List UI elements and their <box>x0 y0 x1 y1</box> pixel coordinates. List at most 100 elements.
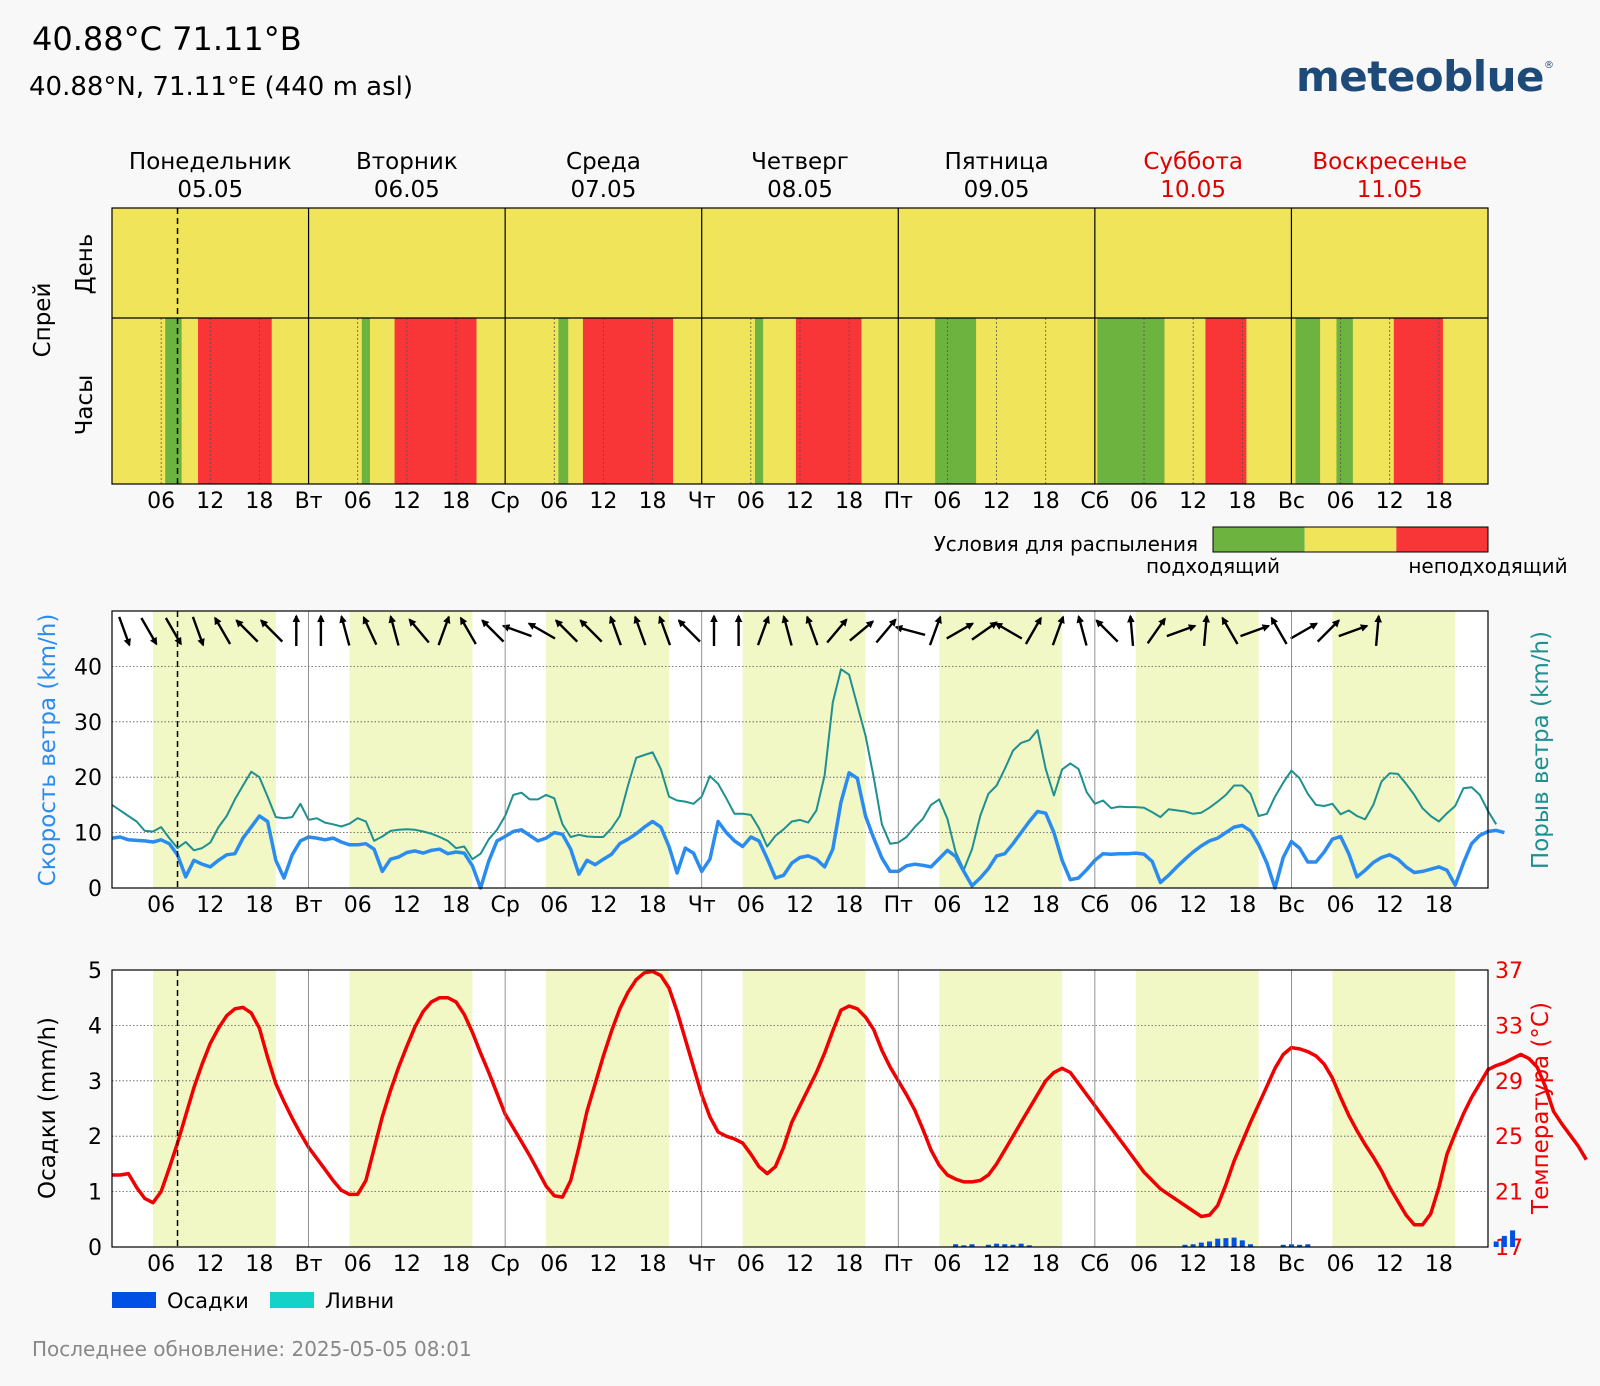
wind-daylight-band <box>742 611 866 888</box>
wind-direction-arrow <box>1095 619 1119 643</box>
precip-bar <box>1018 1243 1024 1247</box>
precip-bar <box>1002 1244 1008 1247</box>
spray-hour-segment-4 <box>558 318 569 484</box>
wind-day-abbr-3: Чт <box>688 893 716 918</box>
wind-hour-tick-1-18: 18 <box>442 893 470 918</box>
temp-day-abbr-3: Чт <box>688 1252 716 1277</box>
precip-bar <box>1010 1244 1016 1247</box>
temp-hour-tick-0-18: 18 <box>245 1252 273 1277</box>
temp-daylight-band <box>742 970 866 1247</box>
spray-hour-tick-0-18: 18 <box>245 489 273 514</box>
precip-bar <box>1280 1244 1286 1247</box>
wind-day-abbr-5: Сб <box>1080 893 1109 918</box>
wind-direction-arrow <box>928 615 942 646</box>
spray-day-abbr-3: Чт <box>688 489 716 514</box>
spray-hour-segment-5 <box>582 318 674 484</box>
temp-hour-tick-3-06: 06 <box>737 1252 765 1277</box>
spray-legend-swatch-neutral <box>1304 527 1397 552</box>
temp-daylight-band <box>1332 970 1456 1247</box>
spray-hour-tick-0-12: 12 <box>196 489 224 514</box>
wind-hour-tick-2-06: 06 <box>540 893 568 918</box>
spray-hour-segment-13 <box>1393 318 1443 484</box>
precip-y-tick-3: 3 <box>88 1070 102 1095</box>
wind-direction-arrow <box>994 622 1023 640</box>
wind-y-tick-40: 40 <box>74 655 102 680</box>
wind-hour-tick-6-12: 12 <box>1376 893 1404 918</box>
spray-hour-tick-4-18: 18 <box>1032 489 1060 514</box>
temp-daylight-band <box>939 970 1063 1247</box>
temp-hour-tick-2-06: 06 <box>540 1252 568 1277</box>
spray-hour-tick-6-18: 18 <box>1425 489 1453 514</box>
temp-y-tick-33: 33 <box>1495 1014 1523 1039</box>
precip-bar <box>1215 1238 1221 1247</box>
wind-direction-arrow <box>118 616 131 647</box>
temp-daylight-band <box>349 970 473 1247</box>
spray-legend-swatch-suitable <box>1213 527 1305 552</box>
spray-legend-title: Условия для распыления <box>934 532 1198 556</box>
wind-day-abbr-6: Вс <box>1278 893 1305 918</box>
wind-direction-arrow <box>1374 614 1382 647</box>
day-name-4: Пятница <box>944 149 1048 175</box>
spray-legend-frame <box>1212 526 1489 553</box>
wind-hour-tick-3-12: 12 <box>786 893 814 918</box>
wind-direction-arrow <box>756 615 770 646</box>
temp-hour-tick-1-12: 12 <box>393 1252 421 1277</box>
spray-hour-tick-3-18: 18 <box>835 489 863 514</box>
temp-hour-tick-5-12: 12 <box>1179 1252 1207 1277</box>
wind-direction-arrow <box>1240 624 1271 638</box>
legend-precip-label: Осадки <box>167 1289 249 1313</box>
precip-bar <box>1207 1241 1213 1247</box>
spray-hour-tick-6-12: 12 <box>1376 489 1404 514</box>
wind-daylight-band <box>1332 611 1456 888</box>
precip-axis-label: Осадки (mm/h) <box>35 1017 61 1199</box>
spray-hour-tick-2-12: 12 <box>589 489 617 514</box>
spray-frame <box>111 207 1489 485</box>
logo-text: meteoblue <box>1296 52 1545 101</box>
temp-hour-tick-1-06: 06 <box>344 1252 372 1277</box>
temp-hour-tick-6-12: 12 <box>1376 1252 1404 1277</box>
wind-day-abbr-2: Ср <box>490 893 519 918</box>
spray-hour-tick-5-18: 18 <box>1228 489 1256 514</box>
spray-day-abbr-5: Сб <box>1080 489 1109 514</box>
wind-daylight-band <box>546 611 669 888</box>
temperature-line <box>112 969 1588 1227</box>
temp-day-abbr-1: Вт <box>295 1252 323 1277</box>
day-name-1: Вторник <box>356 149 458 175</box>
wind-daylight-band <box>1135 611 1259 888</box>
temp-daylight-band <box>152 970 276 1247</box>
wind-direction-arrow <box>1166 624 1197 638</box>
wind-direction-arrow <box>260 619 284 643</box>
wind-hour-tick-0-18: 18 <box>245 893 273 918</box>
wind-y-tick-0: 0 <box>88 877 102 902</box>
wind-direction-arrow <box>826 618 848 644</box>
wind-direction-arrow <box>849 620 875 642</box>
wind-direction-arrow <box>235 619 259 643</box>
spray-day-abbr-6: Вс <box>1278 489 1305 514</box>
temp-frame <box>111 969 1489 1248</box>
wind-day-abbr-1: Вт <box>295 893 323 918</box>
precip-y-tick-5: 5 <box>88 959 102 984</box>
wind-direction-arrow <box>191 616 205 647</box>
spray-hour-tick-1-18: 18 <box>442 489 470 514</box>
spray-hour-tick-1-06: 06 <box>344 489 372 514</box>
wind-direction-arrow <box>971 621 998 641</box>
wind-direction-arrow <box>140 617 158 646</box>
location-coordinates: 40.88°N, 71.11°E (440 m asl) <box>29 72 414 102</box>
location-title: 40.88°C 71.11°B <box>32 20 302 58</box>
wind-direction-arrow <box>1290 622 1319 640</box>
wind-daylight-band <box>939 611 1063 888</box>
spray-hour-segment-7 <box>795 318 862 484</box>
spray-row-label-day: День <box>72 234 98 295</box>
wind-y-tick-20: 20 <box>74 766 102 791</box>
wind-direction-arrow <box>805 615 819 646</box>
temp-day-abbr-5: Сб <box>1080 1252 1109 1277</box>
precip-bar <box>1297 1244 1303 1247</box>
spray-day-abbr-1: Вт <box>295 489 323 514</box>
precip-bar <box>985 1244 991 1247</box>
precip-y-tick-2: 2 <box>88 1125 102 1150</box>
temp-hour-tick-0-06: 06 <box>147 1252 175 1277</box>
spray-hour-segment-9 <box>1097 318 1165 484</box>
temp-day-abbr-2: Ср <box>490 1252 519 1277</box>
precip-bar <box>969 1244 975 1247</box>
wind-direction-arrow <box>946 622 975 640</box>
